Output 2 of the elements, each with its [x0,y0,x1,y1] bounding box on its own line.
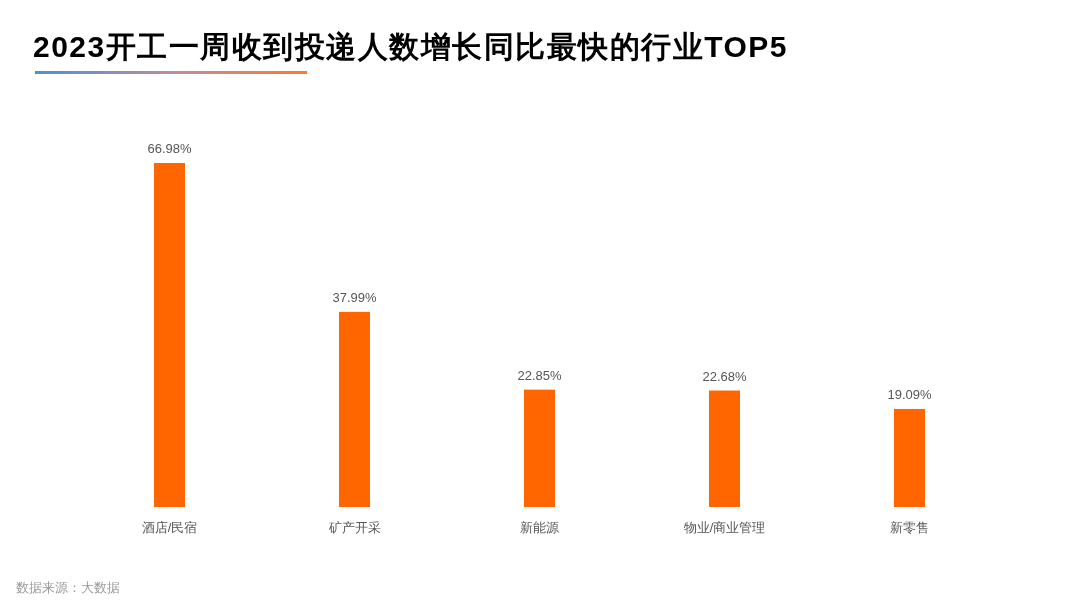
title: 2023开工一周收到投递人数增长同比最快的行业TOP5 [33,30,789,63]
annotation: 数据来源：大数据 [16,581,120,595]
